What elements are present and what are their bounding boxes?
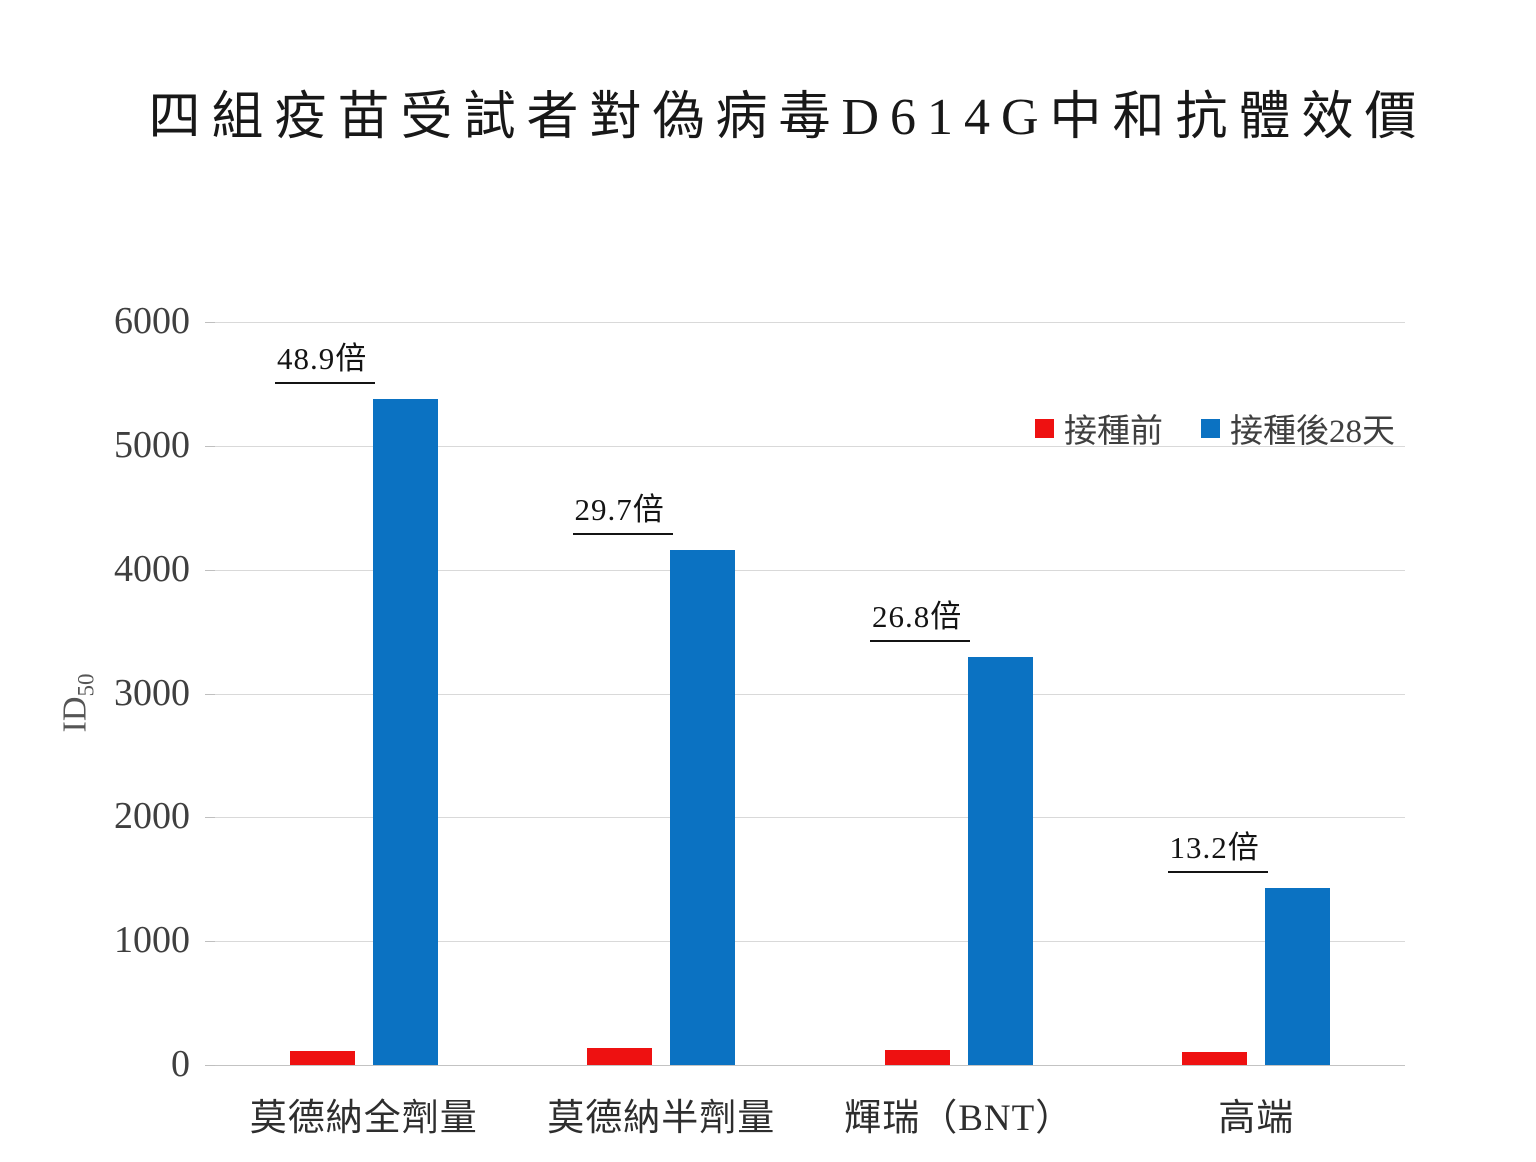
bar-group-2: 29.7倍莫德納半劑量 bbox=[513, 322, 811, 1139]
x-category-label-2: 莫德納半劑量 bbox=[547, 1098, 776, 1139]
gridline-2000 bbox=[215, 817, 1405, 819]
gridline-6000 bbox=[215, 322, 1405, 323]
gridline-0 bbox=[215, 1065, 1405, 1066]
y-axis-title-base: ID bbox=[56, 696, 94, 733]
y-tick-label-4000: 4000 bbox=[114, 547, 190, 590]
gridline-3000 bbox=[215, 693, 1405, 695]
fold-change-label-2: 29.7倍 bbox=[572, 484, 673, 536]
legend-label-pre: 接種前 bbox=[1064, 414, 1163, 450]
y-tick-label-5000: 5000 bbox=[114, 423, 190, 466]
bar-group-3: 26.8倍輝瑞（BNT） bbox=[810, 322, 1108, 1139]
y-axis-title: ID50 bbox=[57, 674, 100, 733]
y-tick-label-2000: 2000 bbox=[114, 795, 190, 838]
legend-swatch-pre bbox=[1035, 418, 1054, 438]
bars-wrapper bbox=[513, 322, 811, 1065]
bar-group-1: 48.9倍莫德納全劑量 bbox=[215, 322, 513, 1139]
bar-post-4 bbox=[1265, 888, 1331, 1065]
bar-pre-4 bbox=[1182, 1051, 1248, 1065]
y-tickmark-4000 bbox=[205, 569, 215, 571]
legend-label-post: 接種後28天 bbox=[1230, 414, 1395, 450]
x-category-label-1: 莫德納全劑量 bbox=[249, 1098, 478, 1139]
y-tickmark-6000 bbox=[205, 322, 215, 323]
bar-pre-2 bbox=[587, 1047, 653, 1065]
legend-item-pre: 接種前 bbox=[1035, 404, 1163, 452]
bar-pre-3 bbox=[884, 1049, 950, 1065]
plot-area: 0 1000 2000 3000 4000 5000 6000 48.9倍 莫德納全劑量 29.7… bbox=[114, 300, 1406, 1139]
gridline-5000 bbox=[215, 445, 1405, 447]
x-category-label-4: 高端 bbox=[1218, 1098, 1295, 1139]
y-tick-label-1000: 1000 bbox=[114, 919, 190, 962]
y-tick-label-0: 0 bbox=[171, 1043, 190, 1086]
bars-wrapper bbox=[215, 322, 513, 1065]
bar-pre-1 bbox=[289, 1051, 355, 1065]
y-axis-title-subscript: 50 bbox=[73, 673, 99, 697]
y-tickmark-5000 bbox=[205, 445, 215, 447]
bars-wrapper bbox=[810, 322, 1108, 1065]
legend-swatch-post bbox=[1201, 418, 1220, 438]
y-tickmark-1000 bbox=[205, 941, 215, 943]
y-tick-label-3000: 3000 bbox=[114, 671, 190, 714]
gridline-1000 bbox=[215, 941, 1405, 943]
fold-change-label-1: 48.9倍 bbox=[275, 333, 376, 384]
chart-title: 四組疫苗受試者對偽病毒D614G中和抗體效價 bbox=[148, 89, 1428, 146]
y-tickmark-3000 bbox=[205, 693, 215, 695]
fold-change-label-3: 26.8倍 bbox=[870, 591, 971, 642]
fold-change-label-4: 13.2倍 bbox=[1167, 822, 1268, 874]
bar-post-3 bbox=[967, 656, 1033, 1065]
x-category-label-3: 輝瑞（BNT） bbox=[844, 1098, 1074, 1139]
y-tickmark-2000 bbox=[205, 817, 215, 819]
bar-post-1 bbox=[372, 398, 438, 1065]
legend: 接種前 接種後28天 bbox=[1035, 404, 1395, 452]
y-tickmark-0 bbox=[205, 1065, 215, 1066]
legend-item-post: 接種後28天 bbox=[1201, 404, 1395, 452]
y-tick-label-6000: 6000 bbox=[114, 300, 190, 343]
bars-wrapper bbox=[1108, 322, 1406, 1065]
bar-group-4: 13.2倍高端 bbox=[1108, 322, 1406, 1139]
bar-post-2 bbox=[670, 550, 736, 1065]
gridline-4000 bbox=[215, 569, 1405, 571]
